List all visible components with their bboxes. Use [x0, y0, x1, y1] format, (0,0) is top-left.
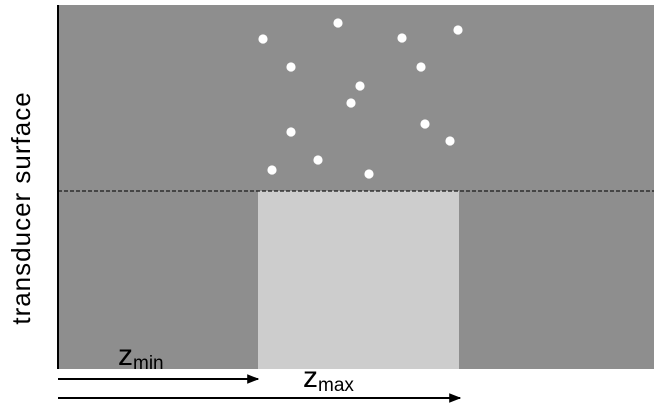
particle: [346, 98, 356, 108]
particle: [286, 127, 296, 137]
particle: [445, 136, 455, 146]
zmin-sub: min: [133, 353, 164, 374]
particle: [420, 119, 430, 129]
zmin-label: zmin: [118, 339, 164, 374]
particle: [333, 18, 343, 28]
transducer-surface-label: transducer surface: [6, 91, 36, 324]
zmin-main: z: [118, 339, 133, 372]
particle: [364, 169, 374, 179]
particle: [397, 33, 407, 43]
particle: [453, 25, 463, 35]
particle: [286, 62, 296, 72]
particle: [258, 34, 268, 44]
particle: [416, 62, 426, 72]
particle: [355, 81, 365, 91]
zmax-sub: max: [318, 375, 354, 396]
particle: [267, 165, 277, 175]
zmax-main: z: [303, 361, 318, 394]
particles: [258, 18, 463, 179]
particle: [313, 155, 323, 165]
inclusion-region: [258, 191, 459, 369]
zmax-label: zmax: [303, 361, 354, 396]
